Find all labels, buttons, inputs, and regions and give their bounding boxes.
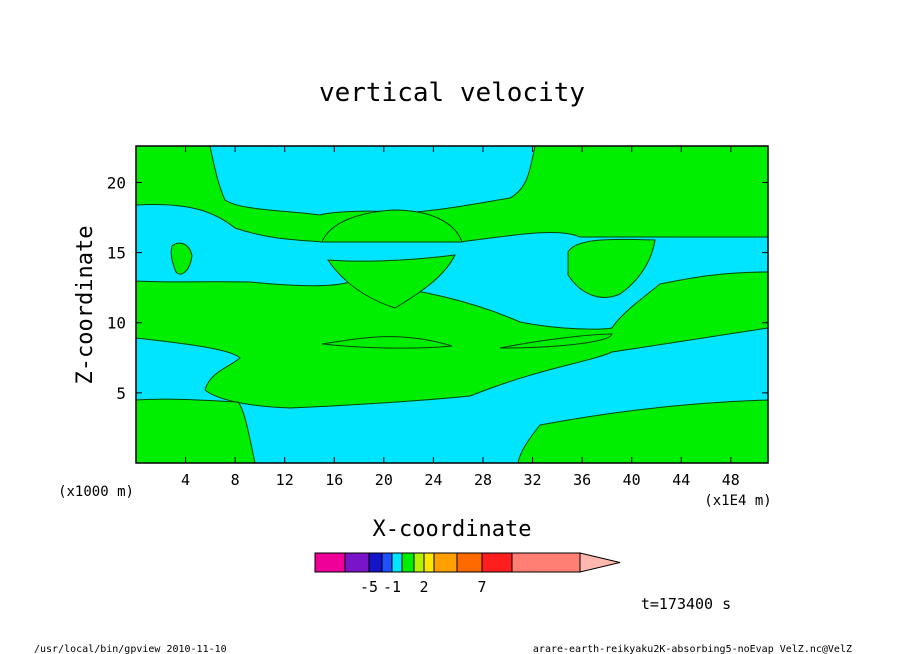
positive-wedge-right (499, 333, 613, 349)
colorbar-labels: -5 -1 2 7 (360, 578, 487, 596)
x-tick-label: 4 (181, 471, 190, 489)
colorbar-swatch (433, 552, 458, 573)
x-tick-label: 44 (672, 471, 690, 489)
y-tick-label: 5 (116, 384, 126, 403)
colorbar-swatch (456, 552, 483, 573)
positive-wedge-center (321, 336, 453, 349)
colorbar-swatch (413, 552, 425, 573)
colorbar-swatch (314, 552, 346, 573)
y-tick-label: 10 (107, 314, 126, 333)
x-tick-label: 28 (474, 471, 492, 489)
colorbar-swatch (391, 552, 403, 573)
y-axis-label: Z-coordinate (73, 226, 98, 385)
colorbar-swatch (511, 552, 581, 573)
colorbar-extend-arrow (579, 552, 621, 573)
positive-lens-upper (321, 209, 463, 243)
colorbar-swatch (344, 552, 370, 573)
colorbar-tick-label: 2 (419, 578, 428, 596)
x-tick-label: 40 (623, 471, 641, 489)
x-tick-label: 48 (722, 471, 740, 489)
colorbar-swatch (368, 552, 383, 573)
negative-region-top-band (135, 203, 769, 330)
y-tick-label: 15 (107, 244, 126, 263)
x-axis-unit: (x1E4 m) (704, 493, 771, 509)
y-axis-unit: (x1000 m) (58, 484, 134, 500)
plot-frame (135, 145, 769, 464)
colorbar-swatch (381, 552, 393, 573)
positive-lens-lower (327, 254, 456, 309)
time-label: t=173400 s (641, 595, 731, 613)
colorbar-tick-label: 7 (477, 578, 486, 596)
negative-region-top-column (209, 145, 536, 216)
negative-velocity-regions (135, 145, 769, 464)
colorbar-tick-label: -5 (360, 578, 378, 596)
axis-tick-marks (136, 146, 768, 463)
x-tick-label: 8 (231, 471, 240, 489)
colorbar-swatch (423, 552, 435, 573)
y-tick-label: 20 (107, 173, 126, 192)
colorbar (314, 552, 621, 573)
plot-area (135, 145, 769, 464)
x-tick-label: 12 (276, 471, 294, 489)
negative-region-bottom-band (135, 327, 769, 464)
positive-velocity-regions (170, 209, 656, 349)
x-tick-label: 36 (573, 471, 591, 489)
x-axis-label: X-coordinate (373, 517, 532, 542)
colorbar-swatch (481, 552, 513, 573)
x-tick-label: 24 (424, 471, 442, 489)
positive-island-left (170, 242, 193, 275)
positive-island-right (567, 238, 656, 298)
x-tick-label: 16 (325, 471, 343, 489)
x-tick-label: 32 (524, 471, 542, 489)
chart-title: vertical velocity (319, 78, 585, 108)
y-tick-labels: 5 10 15 20 (107, 173, 126, 402)
footer-left: /usr/local/bin/gpview 2010-11-10 (34, 644, 227, 654)
x-tick-label: 20 (375, 471, 393, 489)
x-tick-labels: 4 8 12 16 20 24 28 32 36 40 44 48 (181, 471, 740, 489)
colorbar-tick-label: -1 (383, 578, 401, 596)
footer-right: arare-earth-reikyaku2K-absorbing5-noEvap… (533, 644, 852, 654)
colorbar-swatch (401, 552, 415, 573)
